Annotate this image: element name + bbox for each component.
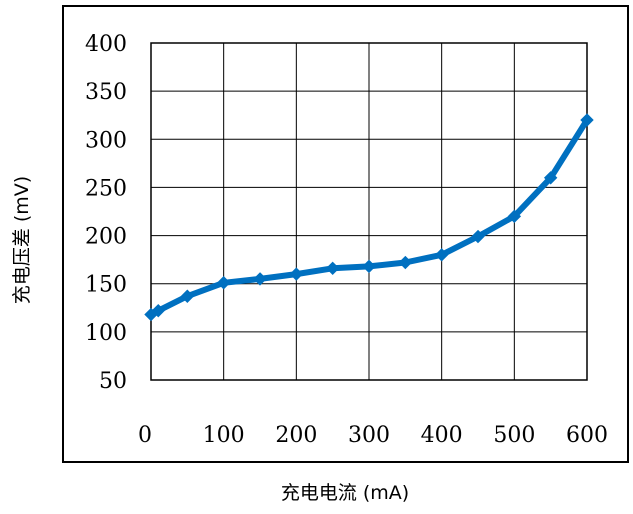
x-tick-label: 400 (421, 423, 463, 448)
y-tick-label: 50 (99, 369, 127, 394)
y-tick-label: 300 (85, 128, 127, 153)
y-tick-label: 250 (85, 176, 127, 201)
chart-frame (62, 5, 629, 463)
y-axis-tick-labels: 50 100 150 200 250 300 350 400 (85, 32, 127, 394)
data-point-marker (398, 255, 413, 270)
data-point-marker (151, 303, 165, 318)
x-tick-label: 200 (275, 423, 317, 448)
series-layer (144, 113, 594, 322)
series-line (148, 117, 590, 318)
y-tick-label: 200 (85, 225, 127, 250)
y-tick-label: 100 (85, 321, 127, 346)
y-tick-label: 150 (85, 273, 127, 298)
data-point-marker (325, 261, 340, 276)
x-tick-label: 0 (138, 423, 152, 448)
data-point-marker (434, 248, 449, 262)
data-point-marker (180, 289, 195, 303)
x-axis-tick-labels: 0 100 200 300 400 500 600 (138, 423, 608, 448)
x-tick-label: 600 (566, 423, 608, 448)
data-point-marker (543, 171, 558, 185)
data-point-marker (507, 209, 522, 224)
x-tick-label: 100 (203, 423, 245, 448)
y-axis-title: 充电压差 (mV) (11, 176, 33, 304)
y-tick-label: 400 (85, 32, 127, 57)
y-tick-label: 350 (85, 80, 127, 105)
x-tick-label: 300 (348, 423, 390, 448)
data-point-marker (253, 272, 267, 286)
data-point-marker (580, 113, 594, 127)
x-tick-label: 500 (493, 423, 535, 448)
data-point-marker (216, 276, 231, 290)
data-point-marker (289, 267, 304, 281)
data-point-marker (471, 229, 485, 244)
plot-area-border (150, 42, 588, 381)
data-point-marker (362, 259, 376, 274)
x-axis-title: 充电电流 (mA) (281, 482, 409, 504)
